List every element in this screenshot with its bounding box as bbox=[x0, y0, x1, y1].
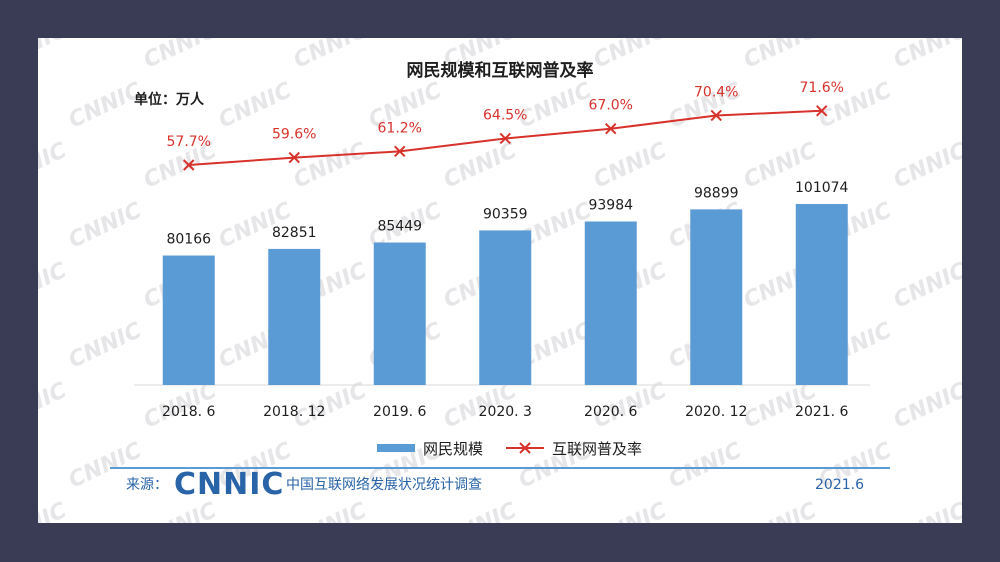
rate-value-label: 67.0% bbox=[589, 98, 633, 114]
rate-value-label: 71.6% bbox=[800, 80, 844, 96]
watermark-text: CNNIC bbox=[665, 438, 746, 493]
legend-bar-label: 网民规模 bbox=[423, 440, 483, 458]
watermark-text: CNNIC bbox=[590, 38, 671, 73]
rate-value-label: 59.6% bbox=[272, 127, 316, 143]
rate-marker bbox=[499, 132, 511, 145]
bar bbox=[795, 204, 848, 385]
bar-value-label: 85449 bbox=[377, 219, 422, 235]
footer-org-name: 中国互联网络发展状况统计调查 bbox=[286, 477, 482, 493]
bar-value-label: 93984 bbox=[588, 197, 633, 213]
chart: CNNIC CNNIC CNNIC CNNIC CNNIC CNNIC CNNICCNNIC… bbox=[38, 38, 962, 523]
rate-marker bbox=[288, 151, 300, 164]
watermark-text: CNNIC bbox=[38, 38, 71, 73]
footer-logo: CNNIC bbox=[174, 467, 284, 502]
bar-value-label: 82851 bbox=[272, 225, 317, 241]
bar-value-label: 98899 bbox=[694, 185, 739, 201]
bar bbox=[162, 255, 215, 385]
bar bbox=[690, 209, 743, 385]
x-tick-label: 2020. 6 bbox=[584, 404, 638, 420]
watermark-text: CNNIC bbox=[38, 258, 71, 313]
watermark-text: CNNIC bbox=[140, 38, 221, 73]
watermark-text: CNNIC bbox=[515, 78, 596, 133]
watermark-text: CNNIC bbox=[38, 498, 71, 523]
chart-card: CNNIC CNNIC CNNIC CNNIC CNNIC CNNIC CNNIC CNNIC… bbox=[38, 38, 962, 523]
x-tick-label: 2020. 3 bbox=[479, 404, 532, 420]
legend-line-label: 互联网普及率 bbox=[552, 440, 642, 458]
watermark-text: CNNIC bbox=[890, 258, 962, 313]
watermark-text: CNNIC bbox=[590, 138, 671, 193]
bar-value-label: 101074 bbox=[795, 180, 849, 196]
bar bbox=[479, 230, 532, 385]
watermark-text: CNNIC bbox=[890, 378, 962, 433]
legend-line-marker bbox=[519, 442, 531, 454]
watermark-text: CNNIC bbox=[890, 38, 962, 73]
legend: 网民规模 互联网普及率 bbox=[377, 440, 642, 458]
chart-title: 网民规模和互联网普及率 bbox=[407, 60, 594, 81]
x-tick-label: 2018. 12 bbox=[263, 404, 325, 420]
x-tick-label: 2018. 6 bbox=[162, 404, 216, 420]
footer-source-label: 来源： bbox=[126, 477, 168, 493]
watermark-text: CNNIC bbox=[290, 138, 371, 193]
watermark-text: CNNIC bbox=[215, 78, 296, 133]
x-tick-label: 2019. 6 bbox=[373, 404, 427, 420]
unit-label: 单位：万人 bbox=[134, 91, 205, 108]
watermark-text: CNNIC bbox=[890, 498, 962, 523]
rate-marker bbox=[183, 159, 195, 171]
x-tick-labels: 2018. 6 2018. 12 2019. 6 2020. 3 2020. 6 2020… bbox=[162, 404, 849, 420]
rate-marker bbox=[605, 123, 617, 135]
bar bbox=[373, 242, 426, 385]
rate-value-label: 61.2% bbox=[378, 120, 422, 136]
watermark-text: CNNIC bbox=[38, 138, 71, 193]
rate-value-label: 64.5% bbox=[483, 107, 527, 123]
rate-marker bbox=[394, 145, 406, 158]
bar-value-label: 80166 bbox=[166, 232, 211, 248]
watermark-text: CNNIC bbox=[290, 38, 371, 73]
bar bbox=[268, 248, 321, 385]
rate-markers bbox=[183, 105, 828, 171]
watermark-text: CNNIC bbox=[890, 138, 962, 193]
watermark-text: CNNIC bbox=[740, 498, 821, 523]
bar-value-label: 90359 bbox=[483, 206, 528, 222]
watermark-text: CNNIC bbox=[65, 318, 146, 373]
footer-date: 2021.6 bbox=[815, 477, 864, 493]
legend-bar-swatch bbox=[377, 444, 415, 452]
watermark-text: CNNIC bbox=[590, 498, 671, 523]
watermark-text: CNNIC bbox=[440, 138, 521, 193]
bar-labels: 80166 82851 85449 90359 93984 98899 101074 bbox=[166, 180, 848, 248]
watermark-text: CNNIC bbox=[65, 198, 146, 253]
bar-series bbox=[162, 204, 848, 385]
x-tick-label: 2021. 6 bbox=[795, 404, 849, 420]
x-tick-label: 2020. 12 bbox=[685, 404, 747, 420]
rate-value-label: 57.7% bbox=[167, 134, 211, 150]
rate-marker bbox=[816, 105, 828, 117]
rate-labels: 57.7% 59.6% 61.2% 64.5% 67.0% 70.4% 71.6% bbox=[167, 80, 844, 150]
watermark-text: CNNIC bbox=[38, 378, 71, 433]
rate-marker bbox=[710, 109, 722, 122]
bar bbox=[584, 221, 637, 385]
rate-value-label: 70.4% bbox=[694, 84, 738, 100]
watermark-text: CNNIC bbox=[440, 498, 521, 523]
watermark-text: CNNIC bbox=[740, 38, 821, 73]
watermark-text: CNNIC bbox=[290, 498, 371, 523]
